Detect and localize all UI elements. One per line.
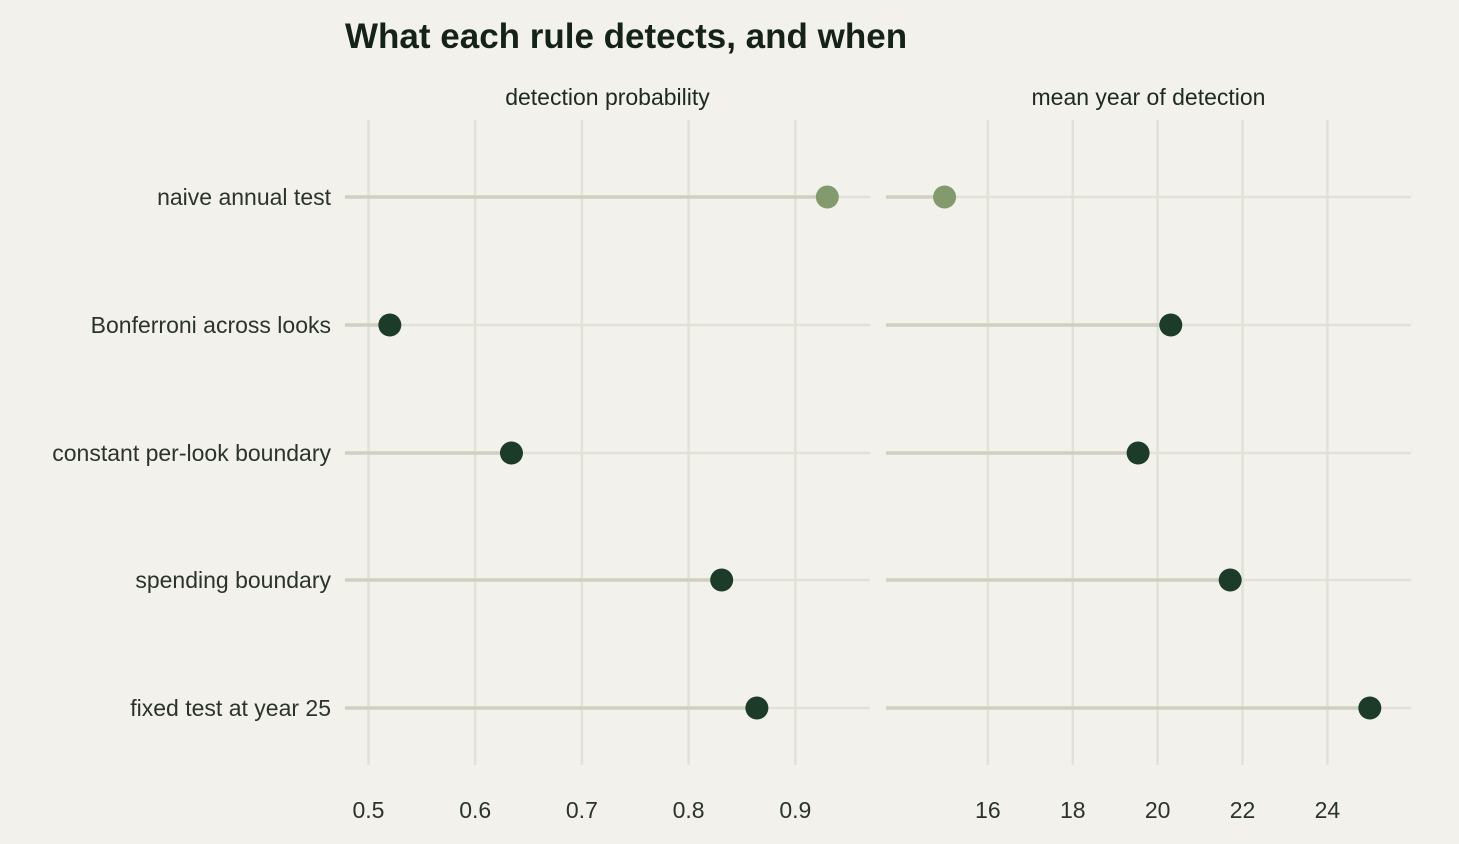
data-point bbox=[745, 696, 769, 720]
tick-label: 24 bbox=[1315, 797, 1341, 823]
facet-labels: detection probability mean year of detect… bbox=[505, 84, 1265, 110]
data-point bbox=[1159, 313, 1183, 337]
tick-label: 18 bbox=[1060, 797, 1086, 823]
tick-label: 0.5 bbox=[352, 797, 384, 823]
points bbox=[378, 185, 1382, 720]
category-label: fixed test at year 25 bbox=[130, 695, 331, 721]
chart-title: What each rule detects, and when bbox=[345, 17, 907, 56]
category-label: spending boundary bbox=[135, 567, 331, 593]
data-point bbox=[815, 185, 839, 209]
tick-label: 0.7 bbox=[566, 797, 598, 823]
tick-label: 0.6 bbox=[459, 797, 491, 823]
tick-label: 0.9 bbox=[779, 797, 811, 823]
tick-label: 0.8 bbox=[673, 797, 705, 823]
data-point bbox=[499, 441, 523, 465]
data-point bbox=[1218, 568, 1242, 592]
category-label: Bonferroni across looks bbox=[91, 312, 331, 338]
stems bbox=[345, 195, 1370, 710]
tick-label: 16 bbox=[975, 797, 1001, 823]
data-point bbox=[1126, 441, 1150, 465]
category-label: constant per-look boundary bbox=[52, 440, 331, 466]
data-point bbox=[933, 185, 957, 209]
tick-label: 22 bbox=[1230, 797, 1256, 823]
facet-label-2: mean year of detection bbox=[1032, 84, 1266, 110]
data-point bbox=[710, 568, 734, 592]
category-label: naive annual test bbox=[157, 184, 332, 210]
tick-labels: 0.5 0.6 0.7 0.8 0.9 16 18 20 22 24 bbox=[352, 797, 1340, 823]
data-point bbox=[378, 313, 402, 337]
tick-label: 20 bbox=[1145, 797, 1171, 823]
data-point bbox=[1358, 696, 1382, 720]
category-labels: naive annual test Bonferroni across looks… bbox=[52, 184, 331, 721]
gridlines bbox=[345, 120, 1411, 765]
facet-label-1: detection probability bbox=[505, 84, 710, 110]
